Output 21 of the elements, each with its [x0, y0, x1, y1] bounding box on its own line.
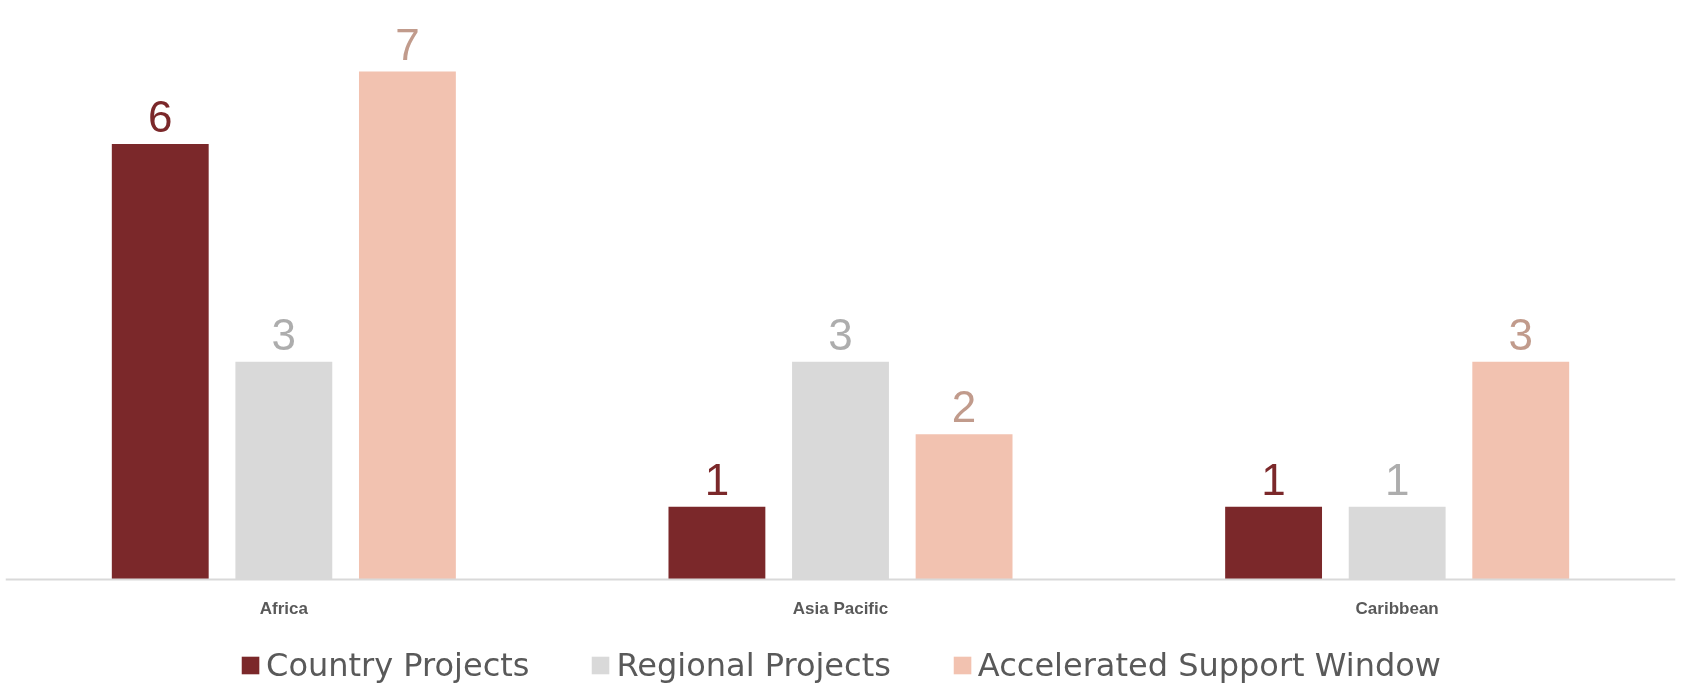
legend-label: Regional Projects [616, 646, 891, 684]
data-label: 3 [1508, 309, 1533, 359]
data-label: 3 [271, 309, 297, 359]
x-tick-label: Caribbean [1355, 599, 1439, 619]
data-label: 1 [704, 454, 730, 504]
bar [111, 144, 209, 580]
bar [915, 434, 1013, 580]
bar [1225, 506, 1323, 580]
bar [668, 506, 766, 580]
x-tick-label: Africa [259, 599, 309, 619]
legend-label: Country Projects [266, 646, 530, 684]
data-label: 3 [828, 309, 853, 359]
data-label: 2 [951, 382, 977, 432]
bar [358, 71, 456, 580]
x-tick-label: Asia Pacific [792, 599, 889, 619]
data-label: 7 [395, 19, 420, 69]
bar [1472, 361, 1570, 580]
data-label: 1 [1384, 454, 1410, 504]
data-label: 1 [1261, 454, 1286, 504]
data-label: 6 [148, 92, 173, 142]
legend-label: Accelerated Support Window [977, 646, 1441, 684]
